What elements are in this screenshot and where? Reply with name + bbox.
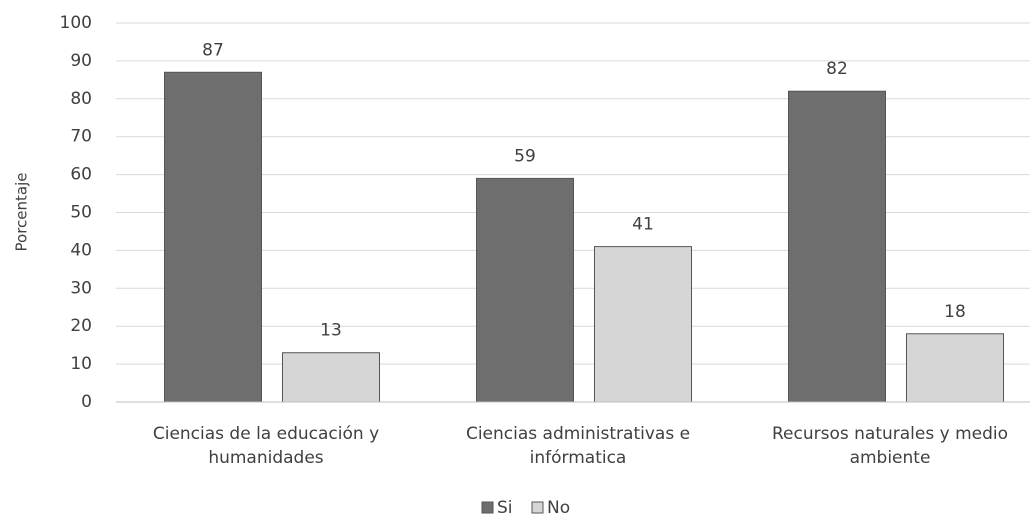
y-tick-label: 90 [70,51,92,71]
legend-label: No [547,498,570,518]
y-tick-label: 80 [70,89,92,109]
value-label: 59 [514,146,536,166]
y-tick-label: 100 [60,13,92,33]
value-label: 41 [632,215,654,235]
value-label: 18 [944,302,966,322]
bar [164,71,262,403]
y-tick-label: 70 [70,127,92,147]
y-tick-label: 20 [70,316,92,336]
x-tick-label: Ciencias de la educación y humanidades [152,424,380,468]
bar [282,352,380,403]
value-label: 82 [826,59,848,79]
y-tick-label: 30 [70,278,92,298]
y-tick-label: 60 [70,165,92,185]
value-label: 13 [320,321,342,341]
y-tick-label: 10 [70,354,92,374]
value-label: 87 [202,40,224,60]
y-tick-label: 40 [70,240,92,260]
y-axis-label: Porcentaje [13,173,31,252]
legend-label: Si [497,498,513,518]
legend-swatch [481,501,494,514]
bar [594,246,692,403]
y-tick-label: 0 [81,392,92,412]
bar [906,333,1004,403]
y-tick-label: 50 [70,203,92,223]
bar [788,90,886,403]
bar [476,177,574,403]
x-tick-label: Ciencias administrativas e infórmatica [465,424,691,468]
x-tick-label: Recursos naturales y medio ambiente [771,424,1009,468]
legend-swatch [531,501,544,514]
